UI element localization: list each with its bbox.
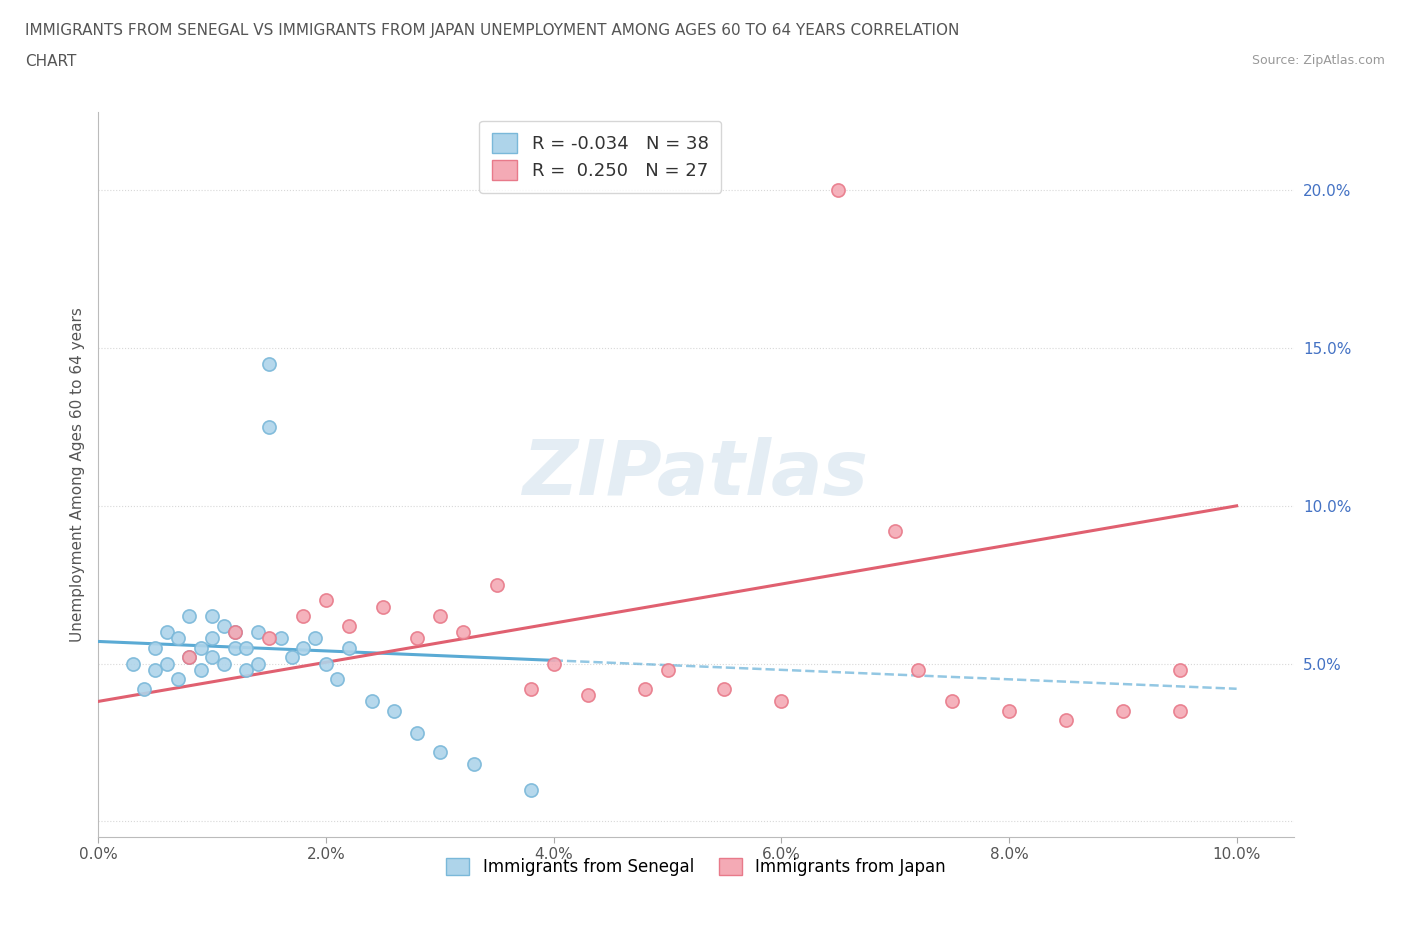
Point [156, 625, 179, 640]
Point [212, 656, 235, 671]
Point [190, 662, 212, 677]
Point [257, 356, 280, 371]
Point [257, 631, 280, 645]
Point [201, 631, 224, 645]
Point [224, 641, 246, 656]
Point [292, 609, 315, 624]
Point [235, 641, 257, 656]
Point [179, 609, 201, 624]
Point [576, 687, 599, 702]
Point [406, 631, 429, 645]
Point [634, 682, 657, 697]
Point [292, 641, 315, 656]
Y-axis label: Unemployment Among Ages 60 to 64 years: Unemployment Among Ages 60 to 64 years [69, 307, 84, 642]
Point [167, 631, 190, 645]
Point [1112, 703, 1135, 718]
Point [167, 671, 190, 686]
Point [382, 703, 405, 718]
Point [337, 641, 360, 656]
Point [884, 524, 907, 538]
Point [246, 656, 269, 671]
Point [543, 656, 565, 671]
Text: CHART: CHART [25, 54, 77, 69]
Point [304, 631, 326, 645]
Point [156, 656, 179, 671]
Point [429, 744, 451, 759]
Point [235, 662, 257, 677]
Point [520, 682, 543, 697]
Point [179, 650, 201, 665]
Point [907, 662, 929, 677]
Point [337, 618, 360, 633]
Point [657, 662, 679, 677]
Point [257, 419, 280, 434]
Point [143, 641, 166, 656]
Point [520, 782, 543, 797]
Point [827, 183, 849, 198]
Point [212, 618, 235, 633]
Point [406, 725, 429, 740]
Point [315, 593, 337, 608]
Point [315, 656, 337, 671]
Point [713, 682, 735, 697]
Point [1054, 713, 1077, 728]
Point [463, 757, 485, 772]
Point [451, 625, 474, 640]
Point [190, 641, 212, 656]
Point [770, 694, 793, 709]
Point [485, 578, 508, 592]
Point [1168, 703, 1191, 718]
Point [143, 662, 166, 677]
Point [270, 631, 292, 645]
Point [998, 703, 1021, 718]
Point [201, 609, 224, 624]
Point [941, 694, 963, 709]
Point [371, 599, 394, 614]
Point [326, 671, 349, 686]
Point [121, 656, 143, 671]
Point [201, 650, 224, 665]
Point [246, 625, 269, 640]
Point [1168, 662, 1191, 677]
Point [360, 694, 382, 709]
Legend: Immigrants from Senegal, Immigrants from Japan: Immigrants from Senegal, Immigrants from… [439, 852, 953, 883]
Point [429, 609, 451, 624]
Point [179, 650, 201, 665]
Point [281, 650, 304, 665]
Text: Source: ZipAtlas.com: Source: ZipAtlas.com [1251, 54, 1385, 67]
Text: IMMIGRANTS FROM SENEGAL VS IMMIGRANTS FROM JAPAN UNEMPLOYMENT AMONG AGES 60 TO 6: IMMIGRANTS FROM SENEGAL VS IMMIGRANTS FR… [25, 23, 960, 38]
Text: ZIPatlas: ZIPatlas [523, 437, 869, 512]
Point [132, 682, 155, 697]
Point [224, 625, 246, 640]
Point [224, 625, 246, 640]
